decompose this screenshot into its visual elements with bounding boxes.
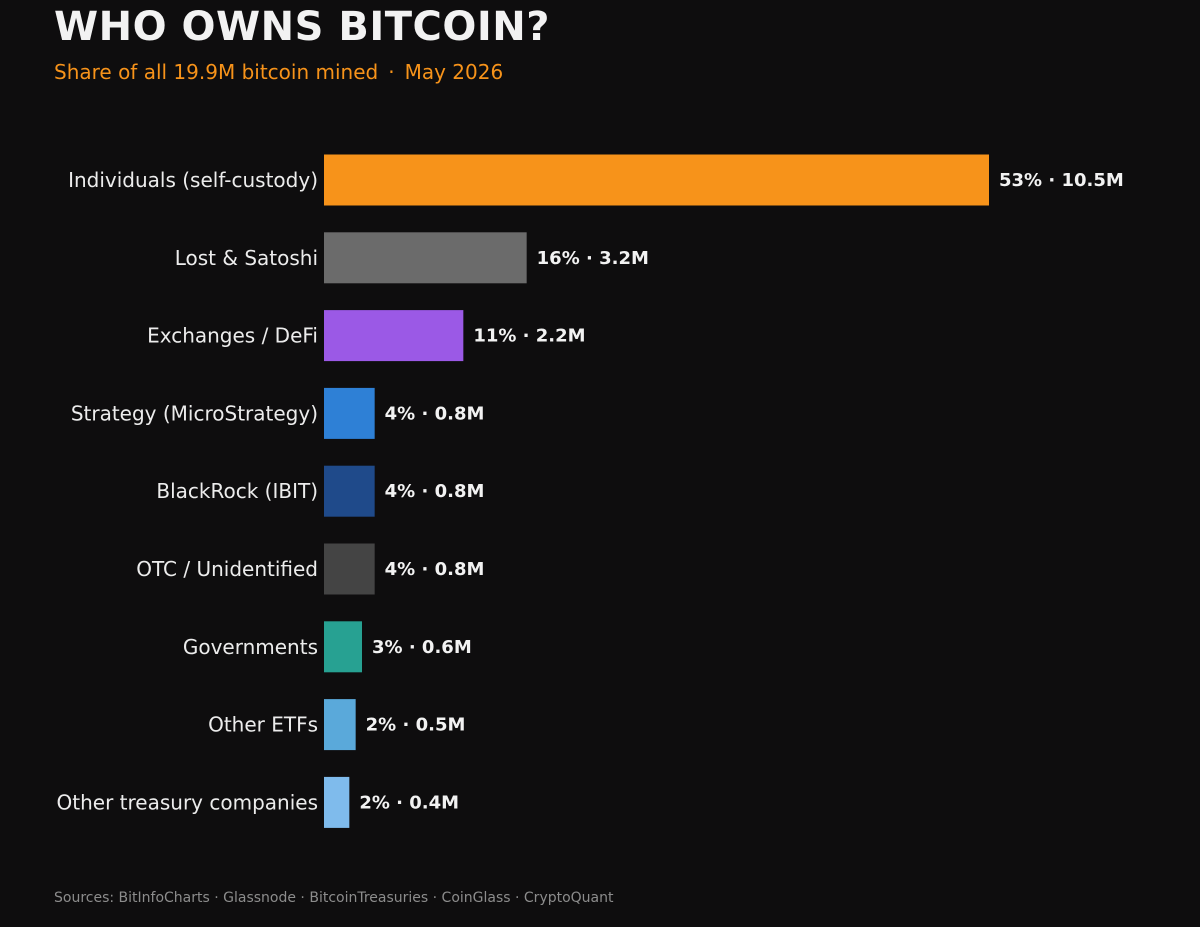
- bar-row-governments: Governments 3% · 0.6M: [183, 621, 472, 673]
- category-label: Individuals (self-custody): [68, 168, 318, 192]
- value-label: 16% · 3.2M: [537, 248, 649, 269]
- bar-row-strategy-microstrategy: Strategy (MicroStrategy) 4% · 0.8M: [71, 387, 485, 439]
- value-label: 4% · 0.8M: [385, 403, 485, 424]
- chart-title: WHO OWNS BITCOIN?: [54, 4, 550, 50]
- bar-row-individuals-self-custody: Individuals (self-custody) 53% · 10.5M: [68, 154, 1124, 206]
- category-label: Governments: [183, 635, 318, 659]
- sources-note: Sources: BitInfoCharts · Glassnode · Bit…: [54, 890, 614, 906]
- bar-row-otc-unidentified: OTC / Unidentified 4% · 0.8M: [136, 543, 485, 595]
- value-label: 11% · 2.2M: [473, 326, 585, 347]
- subtitle-description: Share of all 19.9M bitcoin mined: [54, 60, 379, 84]
- bar-individuals-self-custody: [324, 154, 989, 206]
- value-label: 3% · 0.6M: [372, 637, 472, 658]
- bar-row-other-treasury-companies: Other treasury companies 2% · 0.4M: [57, 776, 459, 828]
- bar-row-other-etfs: Other ETFs 2% · 0.5M: [208, 699, 466, 751]
- category-label: OTC / Unidentified: [136, 557, 318, 581]
- bar-strategy-microstrategy: [324, 387, 375, 439]
- subtitle-separator: ·: [388, 60, 395, 84]
- bar-blackrock-ibit: [324, 465, 375, 517]
- category-label: Exchanges / DeFi: [147, 324, 318, 348]
- bar-chart: Individuals (self-custody) 53% · 10.5M Los…: [57, 154, 1124, 828]
- category-label: Lost & Satoshi: [175, 246, 318, 270]
- category-label: Other treasury companies: [57, 790, 318, 814]
- bar-row-lost-satoshi: Lost & Satoshi 16% · 3.2M: [175, 232, 649, 284]
- bar-lost-satoshi: [324, 232, 527, 284]
- bar-other-treasury-companies: [324, 776, 350, 828]
- bar-other-etfs: [324, 699, 356, 751]
- value-label: 53% · 10.5M: [999, 170, 1124, 191]
- value-label: 4% · 0.8M: [385, 481, 485, 502]
- category-label: BlackRock (IBIT): [156, 479, 318, 503]
- bar-row-exchanges-defi: Exchanges / DeFi 11% · 2.2M: [147, 310, 586, 362]
- value-label: 4% · 0.8M: [385, 559, 485, 580]
- subtitle-date: May 2026: [404, 60, 504, 84]
- bar-otc-unidentified: [324, 543, 375, 595]
- bar-row-blackrock-ibit: BlackRock (IBIT) 4% · 0.8M: [156, 465, 485, 517]
- category-label: Strategy (MicroStrategy): [71, 401, 318, 425]
- value-label: 2% · 0.5M: [366, 715, 466, 736]
- chart-subtitle: Share of all 19.9M bitcoin mined · May 202…: [54, 60, 503, 84]
- value-label: 2% · 0.4M: [359, 792, 459, 813]
- category-label: Other ETFs: [208, 713, 318, 737]
- bar-governments: [324, 621, 362, 673]
- bar-exchanges-defi: [324, 310, 464, 362]
